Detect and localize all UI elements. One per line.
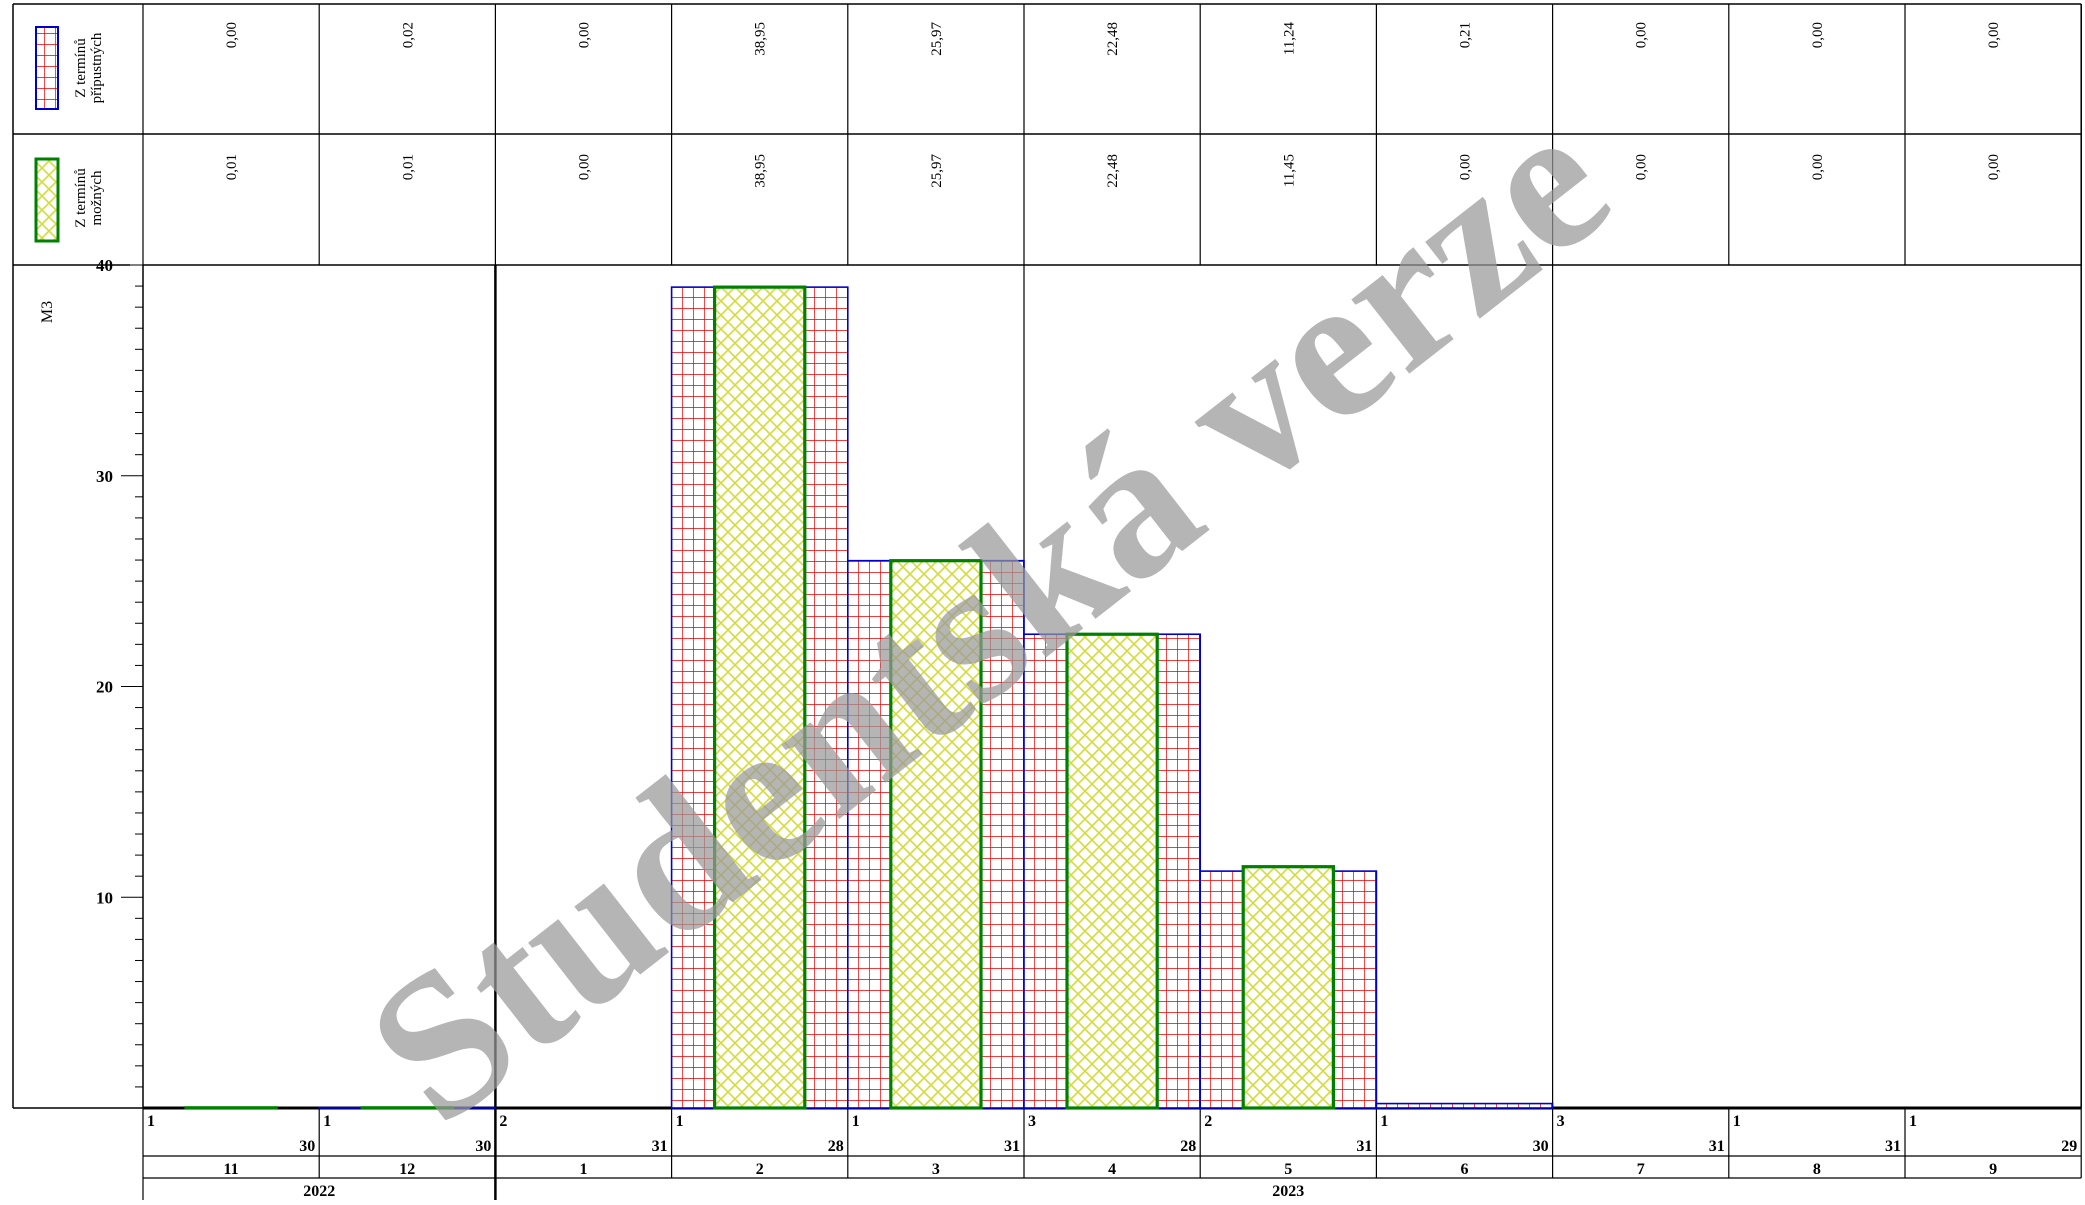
x-day-end-label: 28 [828,1138,844,1155]
bar-moznych [1067,634,1157,1108]
x-day-end-label: 31 [1356,1138,1372,1155]
x-day-start-label: 1 [852,1113,860,1130]
value-label-pripustnych: 0,00 [577,22,593,48]
y-tick-label: 40 [96,256,113,275]
value-label-moznych: 0,00 [1986,154,2002,180]
value-label-moznych: 0,00 [1634,154,1650,180]
value-label-pripustnych: 0,00 [1810,22,1826,48]
y-tick-label: 30 [96,467,113,486]
x-day-start-label: 1 [676,1113,684,1130]
x-day-end-label: 31 [652,1138,668,1155]
value-label-moznych: 25,97 [929,154,945,188]
y-axis-label: M3 [39,301,56,323]
x-day-end-label: 31 [1709,1138,1725,1155]
value-label-pripustnych: 0,00 [224,22,240,48]
x-month-label: 5 [1284,1161,1292,1178]
legend-label-prip-line1: Z termínů [73,38,89,98]
value-label-moznych: 0,00 [577,154,593,180]
x-month-label: 7 [1637,1161,1645,1178]
x-day-start-label: 3 [1028,1113,1036,1130]
x-day-start-label: 1 [1909,1113,1917,1130]
x-day-start-label: 2 [1204,1113,1212,1130]
value-label-pripustnych: 0,21 [1458,22,1474,48]
value-label-pripustnych: 22,48 [1105,22,1121,56]
x-day-start-label: 1 [1733,1113,1741,1130]
value-label-pripustnych: 0,00 [1986,22,2002,48]
value-label-moznych: 38,95 [753,154,769,188]
legend-label-mozn-line2: možných [89,170,105,225]
value-label-moznych: 0,01 [224,154,240,180]
value-label-pripustnych: 11,24 [1281,22,1297,56]
x-day-end-label: 31 [1885,1138,1901,1155]
y-tick-label: 10 [96,888,113,907]
x-month-label: 8 [1813,1161,1821,1178]
x-day-start-label: 3 [1557,1113,1565,1130]
x-day-end-label: 29 [2061,1138,2077,1155]
x-day-end-label: 31 [1004,1138,1020,1155]
x-day-end-label: 30 [299,1138,315,1155]
x-month-label: 12 [399,1161,415,1178]
x-day-start-label: 1 [147,1113,155,1130]
x-day-start-label: 1 [323,1113,331,1130]
bar-pripustnych [1376,1104,1552,1108]
y-tick-label: 20 [96,678,113,697]
x-month-label: 1 [580,1161,588,1178]
value-label-moznych: 11,45 [1281,154,1297,187]
value-label-moznych: 0,01 [400,154,416,180]
value-label-pripustnych: 0,02 [400,22,416,48]
value-label-pripustnych: 38,95 [753,22,769,56]
legend-swatch-prip [36,27,58,109]
legend-label-prip-line2: přípustných [89,32,105,103]
bar-moznych [1243,867,1333,1108]
x-year-label: 2023 [1272,1183,1304,1200]
value-label-moznych: 0,00 [1810,154,1826,180]
value-label-pripustnych: 25,97 [929,22,945,56]
x-day-end-label: 28 [1180,1138,1196,1155]
x-month-label: 3 [932,1161,940,1178]
x-year-label: 2022 [303,1183,335,1200]
x-month-label: 6 [1461,1161,1469,1178]
x-month-label: 9 [1989,1161,1997,1178]
x-day-start-label: 1 [1380,1113,1388,1130]
value-label-pripustnych: 0,00 [1634,22,1650,48]
x-month-label: 11 [224,1161,239,1178]
legend-swatch-mozn [36,159,58,241]
x-month-label: 4 [1108,1161,1116,1178]
legend-label-mozn-line1: Z termínů [73,168,89,228]
x-day-end-label: 30 [1533,1138,1549,1155]
x-month-label: 2 [756,1161,764,1178]
value-label-moznych: 22,48 [1105,154,1121,188]
